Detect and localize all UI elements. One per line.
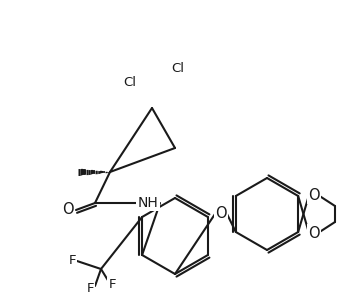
Text: Cl: Cl	[171, 62, 185, 74]
Text: F: F	[108, 278, 116, 292]
Text: Cl: Cl	[124, 76, 136, 89]
Text: O: O	[308, 225, 320, 240]
Text: NH: NH	[138, 196, 158, 210]
Text: F: F	[86, 283, 94, 295]
Text: O: O	[308, 187, 320, 202]
Text: O: O	[215, 207, 227, 222]
Text: F: F	[68, 254, 76, 268]
Text: O: O	[62, 202, 74, 217]
